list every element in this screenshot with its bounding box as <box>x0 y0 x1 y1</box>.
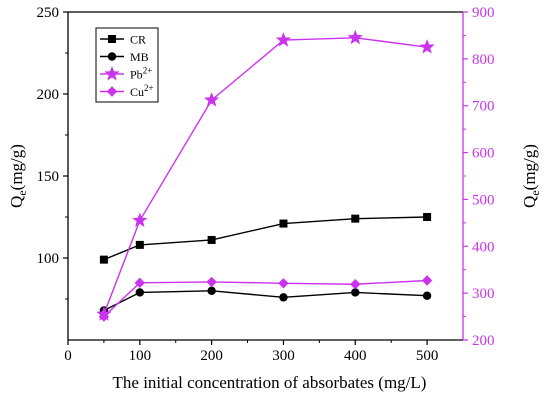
data-point-cu2 <box>278 278 289 289</box>
data-point-cr <box>423 213 432 221</box>
y-right-tick-label: 400 <box>472 239 495 255</box>
y-right-tick-label: 900 <box>472 5 495 21</box>
data-point-pb2 <box>204 92 220 107</box>
legend-label-main: CR <box>130 33 146 47</box>
legend-marker-mb <box>107 52 117 61</box>
series-line-mb <box>103 290 428 312</box>
data-point-mb <box>207 286 216 295</box>
axes: 0 100 200 300 400 500 100 150 200 250 200 300 400 500… <box>37 5 495 364</box>
y-right-tick-label: 200 <box>472 333 495 349</box>
legend-label-main: Cu <box>130 85 144 99</box>
x-tick-label: 0 <box>64 348 72 364</box>
legend-marker-pb2 <box>104 66 120 81</box>
legend-label-main: MB <box>130 50 149 64</box>
data-point-mb <box>351 288 360 297</box>
y-axis-right-label-rest: (mg/g) <box>520 144 539 190</box>
y-axis-right-label-main: Q <box>520 196 539 208</box>
data-point-cr <box>207 235 216 244</box>
axis-labels: The initial concentration of absorbates … <box>7 144 542 392</box>
y-right-tick-label: 800 <box>472 52 495 68</box>
y-axis-left-label-main: Q <box>7 196 26 208</box>
legend-label-sup: 2+ <box>144 83 154 93</box>
data-point-cu2 <box>98 311 110 322</box>
y-right-tick-label: 500 <box>472 192 495 208</box>
legend-marker-cr <box>108 35 116 43</box>
series-line-pb2 <box>103 37 428 315</box>
y-axis-left-label: Qe(mg/g) <box>7 144 29 208</box>
data-point-cu2 <box>421 275 433 286</box>
y-axis-right-label: Qe(mg/g) <box>520 144 542 208</box>
data-point-cr <box>135 240 144 249</box>
data-point-pb2 <box>132 212 148 227</box>
legend-label-cr: CR <box>130 33 146 47</box>
legend-label-cu2: Cu2+ <box>130 83 154 99</box>
x-tick-label: 300 <box>272 348 295 364</box>
legend-label-sup: 2+ <box>143 66 153 76</box>
y-left-tick-label: 150 <box>37 169 60 185</box>
data-point-pb2 <box>419 39 435 54</box>
y-axis-right-label-sub: e <box>528 190 542 195</box>
legend-label-mb: MB <box>130 50 149 64</box>
legend-box <box>95 27 159 103</box>
x-axis-label: The initial concentration of absorbates … <box>113 373 427 392</box>
series-line-cr <box>103 216 428 261</box>
y-axis-left-label-sub: e <box>15 190 29 195</box>
data-point-mb <box>135 288 145 297</box>
data-point-pb2 <box>347 29 363 45</box>
y-left-tick-label: 200 <box>37 87 60 103</box>
x-tick-label: 400 <box>344 348 367 364</box>
y-left-tick-label: 250 <box>37 5 60 21</box>
y-right-tick-label: 300 <box>472 286 495 302</box>
y-right-tick-label: 700 <box>472 99 495 115</box>
y-left-tick-label: 100 <box>37 251 60 267</box>
data-point-cu2 <box>350 279 361 290</box>
x-tick-label: 200 <box>200 348 223 364</box>
x-tick-label: 500 <box>416 348 439 364</box>
data-point-cr <box>351 214 360 223</box>
data-point-cr <box>279 219 288 228</box>
series-cr <box>99 213 432 264</box>
series-group <box>96 29 435 322</box>
data-point-pb2 <box>275 32 292 47</box>
x-tick-label: 100 <box>129 348 152 364</box>
legend-label-main: Pb <box>130 68 143 82</box>
series-cu2 <box>98 275 433 322</box>
y-right-tick-label: 600 <box>472 146 495 162</box>
data-point-cu2 <box>134 277 146 289</box>
data-point-mb <box>422 291 432 300</box>
series-line-cu2 <box>103 279 428 318</box>
data-point-cu2 <box>206 276 217 288</box>
legend-marker-cu2 <box>106 86 118 97</box>
series-mb <box>99 286 432 315</box>
y-axis-left-label-rest: (mg/g) <box>7 144 26 190</box>
legend-label-pb2: Pb2+ <box>130 66 152 82</box>
data-point-mb <box>279 293 288 302</box>
data-point-cr <box>99 255 108 264</box>
